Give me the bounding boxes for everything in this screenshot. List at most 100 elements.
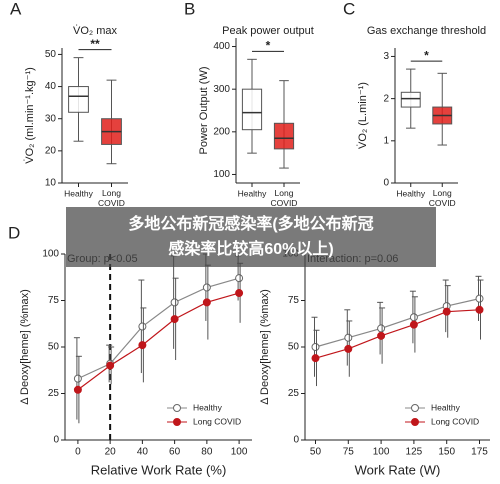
box xyxy=(68,86,89,113)
point xyxy=(409,320,418,329)
point xyxy=(170,298,179,307)
x-tick-label: Healthy xyxy=(238,188,268,198)
y-tick-label: 75 xyxy=(288,295,300,306)
x-tick-label: Long COVID xyxy=(271,188,298,208)
x-tick-label: 80 xyxy=(201,447,213,458)
legend-marker xyxy=(173,418,181,426)
y-axis-label: Power Output (W) xyxy=(198,66,210,154)
y-tick-label: 400 xyxy=(213,41,230,52)
box xyxy=(273,122,295,150)
y-tick-label: 25 xyxy=(48,388,60,399)
x-tick-label: 100 xyxy=(373,447,390,458)
legend-marker xyxy=(411,404,419,412)
panel-letter: D xyxy=(8,223,20,242)
y-tick-label: 3 xyxy=(383,51,389,62)
panel-letter: B xyxy=(184,0,195,18)
x-tick-label: 50 xyxy=(310,447,322,458)
y-tick-label: 2 xyxy=(383,93,389,104)
y-tick-label: 50 xyxy=(288,342,300,353)
x-tick-label-line: Long xyxy=(102,188,121,198)
x-tick-label-line: Long xyxy=(433,188,452,198)
box xyxy=(241,88,263,131)
y-tick-label: 0 xyxy=(293,435,299,446)
point xyxy=(475,294,484,303)
legend-marker xyxy=(411,418,419,426)
series-line xyxy=(315,298,480,348)
y-tick-label: 50 xyxy=(45,49,57,60)
x-tick-label: 125 xyxy=(406,447,423,458)
x-tick-label: 0 xyxy=(75,447,81,458)
y-tick-label: 40 xyxy=(45,81,57,92)
legend-label: Long COVID xyxy=(431,416,479,426)
y-axis-label: V̇O₂ (L.min⁻¹) xyxy=(356,82,369,149)
point xyxy=(73,374,82,383)
legend-label: Long COVID xyxy=(193,416,241,426)
legend-label: Healthy xyxy=(431,402,461,412)
significance: * xyxy=(266,38,271,52)
series-line xyxy=(77,292,240,391)
point xyxy=(442,307,451,316)
point xyxy=(377,331,386,340)
y-tick-label: 30 xyxy=(45,113,57,124)
y-tick-label: 100 xyxy=(42,249,59,260)
chart-title: Gas exchange threshold xyxy=(367,25,486,37)
y-tick-label: 100 xyxy=(213,169,230,180)
series-line xyxy=(77,277,240,380)
caption-line: 感染率比较高60%以上) xyxy=(168,239,333,258)
y-tick-label: 25 xyxy=(288,388,300,399)
legend-label: Healthy xyxy=(193,402,223,412)
caption-banner xyxy=(66,207,436,267)
y-tick-label: 75 xyxy=(48,295,60,306)
x-axis-label: Relative Work Rate (%) xyxy=(91,462,227,477)
y-tick-label: 300 xyxy=(213,84,230,95)
y-tick-label: 0 xyxy=(383,178,389,189)
caption-line: 多地公布新冠感染率(多地公布新冠 xyxy=(128,214,373,233)
point xyxy=(202,298,211,307)
x-tick-label-line: COVID xyxy=(429,198,456,208)
y-axis-label: Δ Deoxy[heme] (%max) xyxy=(259,289,271,405)
x-tick-label: 40 xyxy=(137,447,149,458)
x-tick-label: Long COVID xyxy=(429,188,456,208)
point xyxy=(475,305,484,314)
y-tick-label: 1 xyxy=(383,135,389,146)
legend-marker xyxy=(173,404,181,412)
x-tick-label: Healthy xyxy=(64,188,94,198)
x-tick-label-line: COVID xyxy=(271,198,298,208)
x-tick-label-line: COVID xyxy=(98,198,125,208)
point xyxy=(344,344,353,353)
x-axis-label: Work Rate (W) xyxy=(355,462,441,477)
x-tick-label: 20 xyxy=(105,447,117,458)
point xyxy=(202,283,211,292)
point xyxy=(377,324,386,333)
point xyxy=(235,274,244,283)
x-tick-label: Long COVID xyxy=(98,188,125,208)
point xyxy=(73,385,82,394)
y-tick-label: 50 xyxy=(48,342,60,353)
point xyxy=(138,341,147,350)
point xyxy=(106,361,115,370)
x-tick-label: 100 xyxy=(231,447,248,458)
panel-letter: A xyxy=(10,0,22,18)
point xyxy=(235,289,244,298)
x-tick-label: 75 xyxy=(343,447,355,458)
significance: ** xyxy=(90,37,100,51)
point xyxy=(409,313,418,322)
x-tick-label-line: Long xyxy=(275,188,294,198)
x-tick-label: 175 xyxy=(471,447,488,458)
series-line xyxy=(315,309,480,359)
chart-title: Peak power output xyxy=(222,25,314,37)
y-tick-label: 10 xyxy=(45,178,57,189)
x-tick-label: Healthy xyxy=(396,188,426,198)
y-axis-label: Δ Deoxy[heme] (%max) xyxy=(19,289,31,405)
x-tick-label: 60 xyxy=(169,447,181,458)
panel-letter: C xyxy=(343,0,355,18)
point xyxy=(311,354,320,363)
point xyxy=(138,322,147,331)
point xyxy=(344,333,353,342)
y-tick-label: 20 xyxy=(45,145,57,156)
y-axis-label: V̇O₂ (ml.min⁻¹.kg⁻¹) xyxy=(23,67,36,164)
y-tick-label: 200 xyxy=(213,126,230,137)
chart-title: V̇O₂ max xyxy=(73,24,118,37)
